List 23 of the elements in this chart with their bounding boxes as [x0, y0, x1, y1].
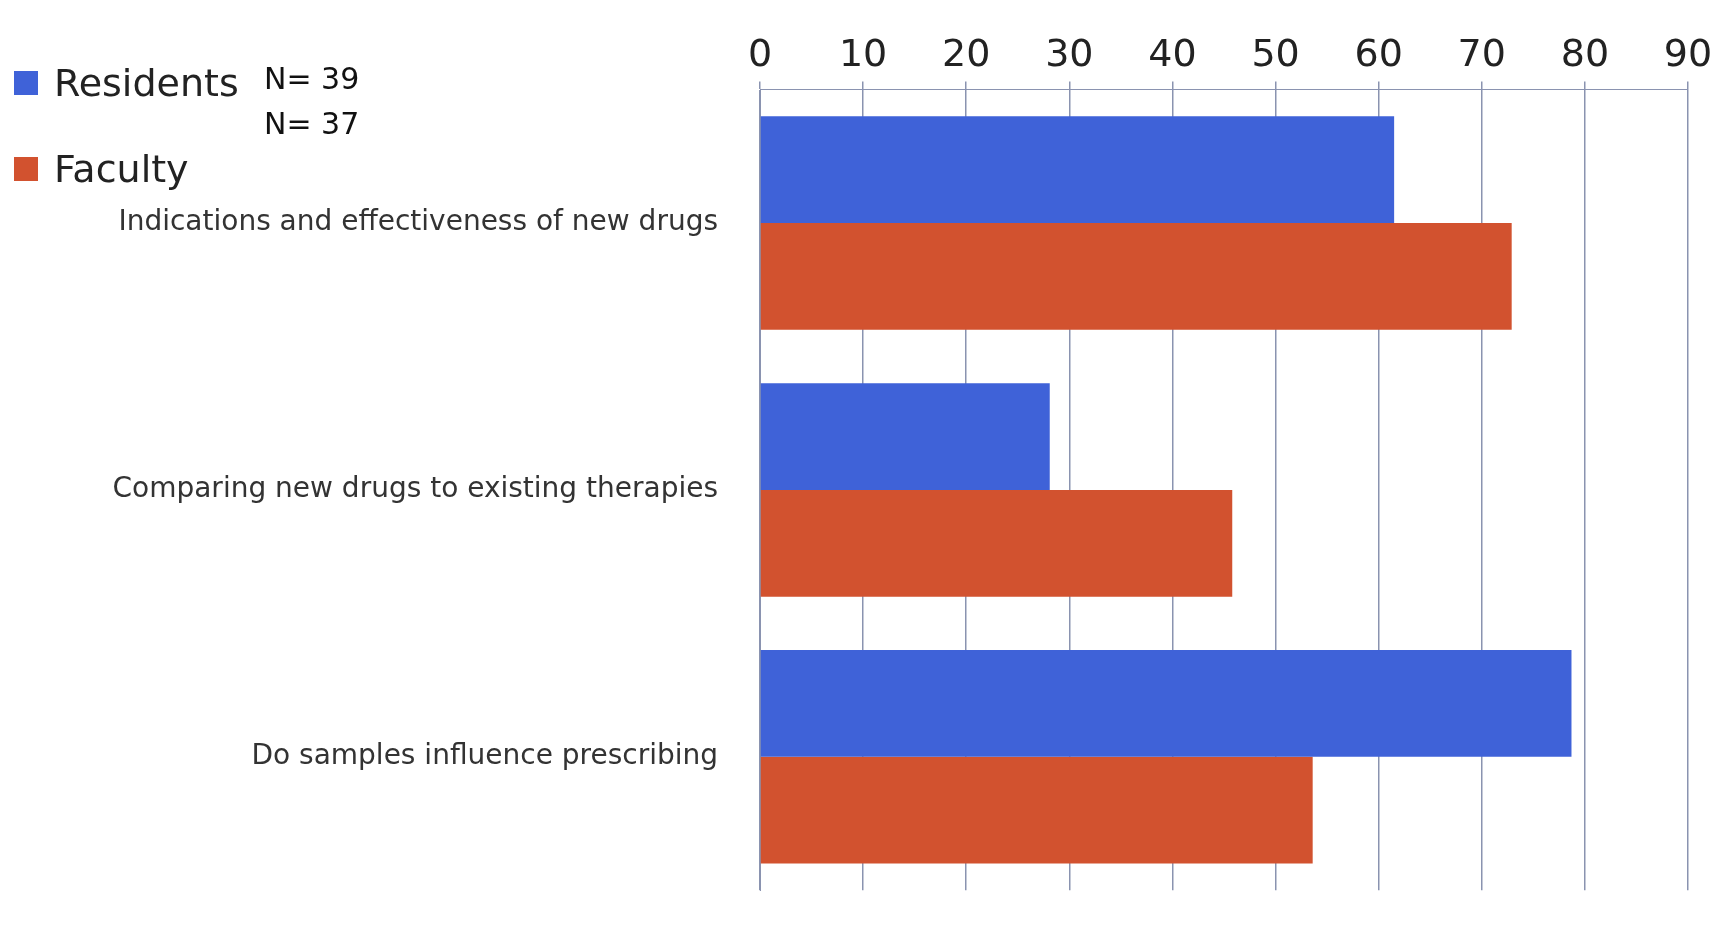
x-tick-label: 60: [1354, 30, 1403, 75]
x-tick-label: 70: [1457, 30, 1506, 75]
y-tick-label: Do samples influence prescribing: [251, 738, 718, 772]
y-tick-label: Indications and effectiveness of new drugs: [118, 204, 718, 238]
bar: [760, 383, 1050, 490]
text: N= 37: [264, 105, 360, 143]
legend-label: Faculty: [54, 147, 189, 191]
bar: [760, 223, 1512, 330]
legend-label: Residents: [54, 61, 239, 105]
x-tick-label: 40: [1148, 30, 1197, 75]
x-tick-label: 50: [1251, 30, 1300, 75]
x-tick-label: 20: [942, 30, 991, 75]
x-tick-label: 90: [1663, 30, 1713, 75]
y-tick-label: Comparing new drugs to existing therapies: [112, 471, 718, 505]
x-tick-label: 10: [838, 30, 888, 75]
bar: [760, 650, 1572, 757]
bar: [760, 489, 1233, 597]
text: N= 39: [264, 60, 360, 98]
bar: [760, 756, 1313, 864]
x-tick-label: 80: [1560, 30, 1610, 75]
x-tick-label: 0: [747, 30, 773, 75]
bar: [760, 116, 1395, 224]
x-tick-label: 30: [1045, 30, 1094, 75]
